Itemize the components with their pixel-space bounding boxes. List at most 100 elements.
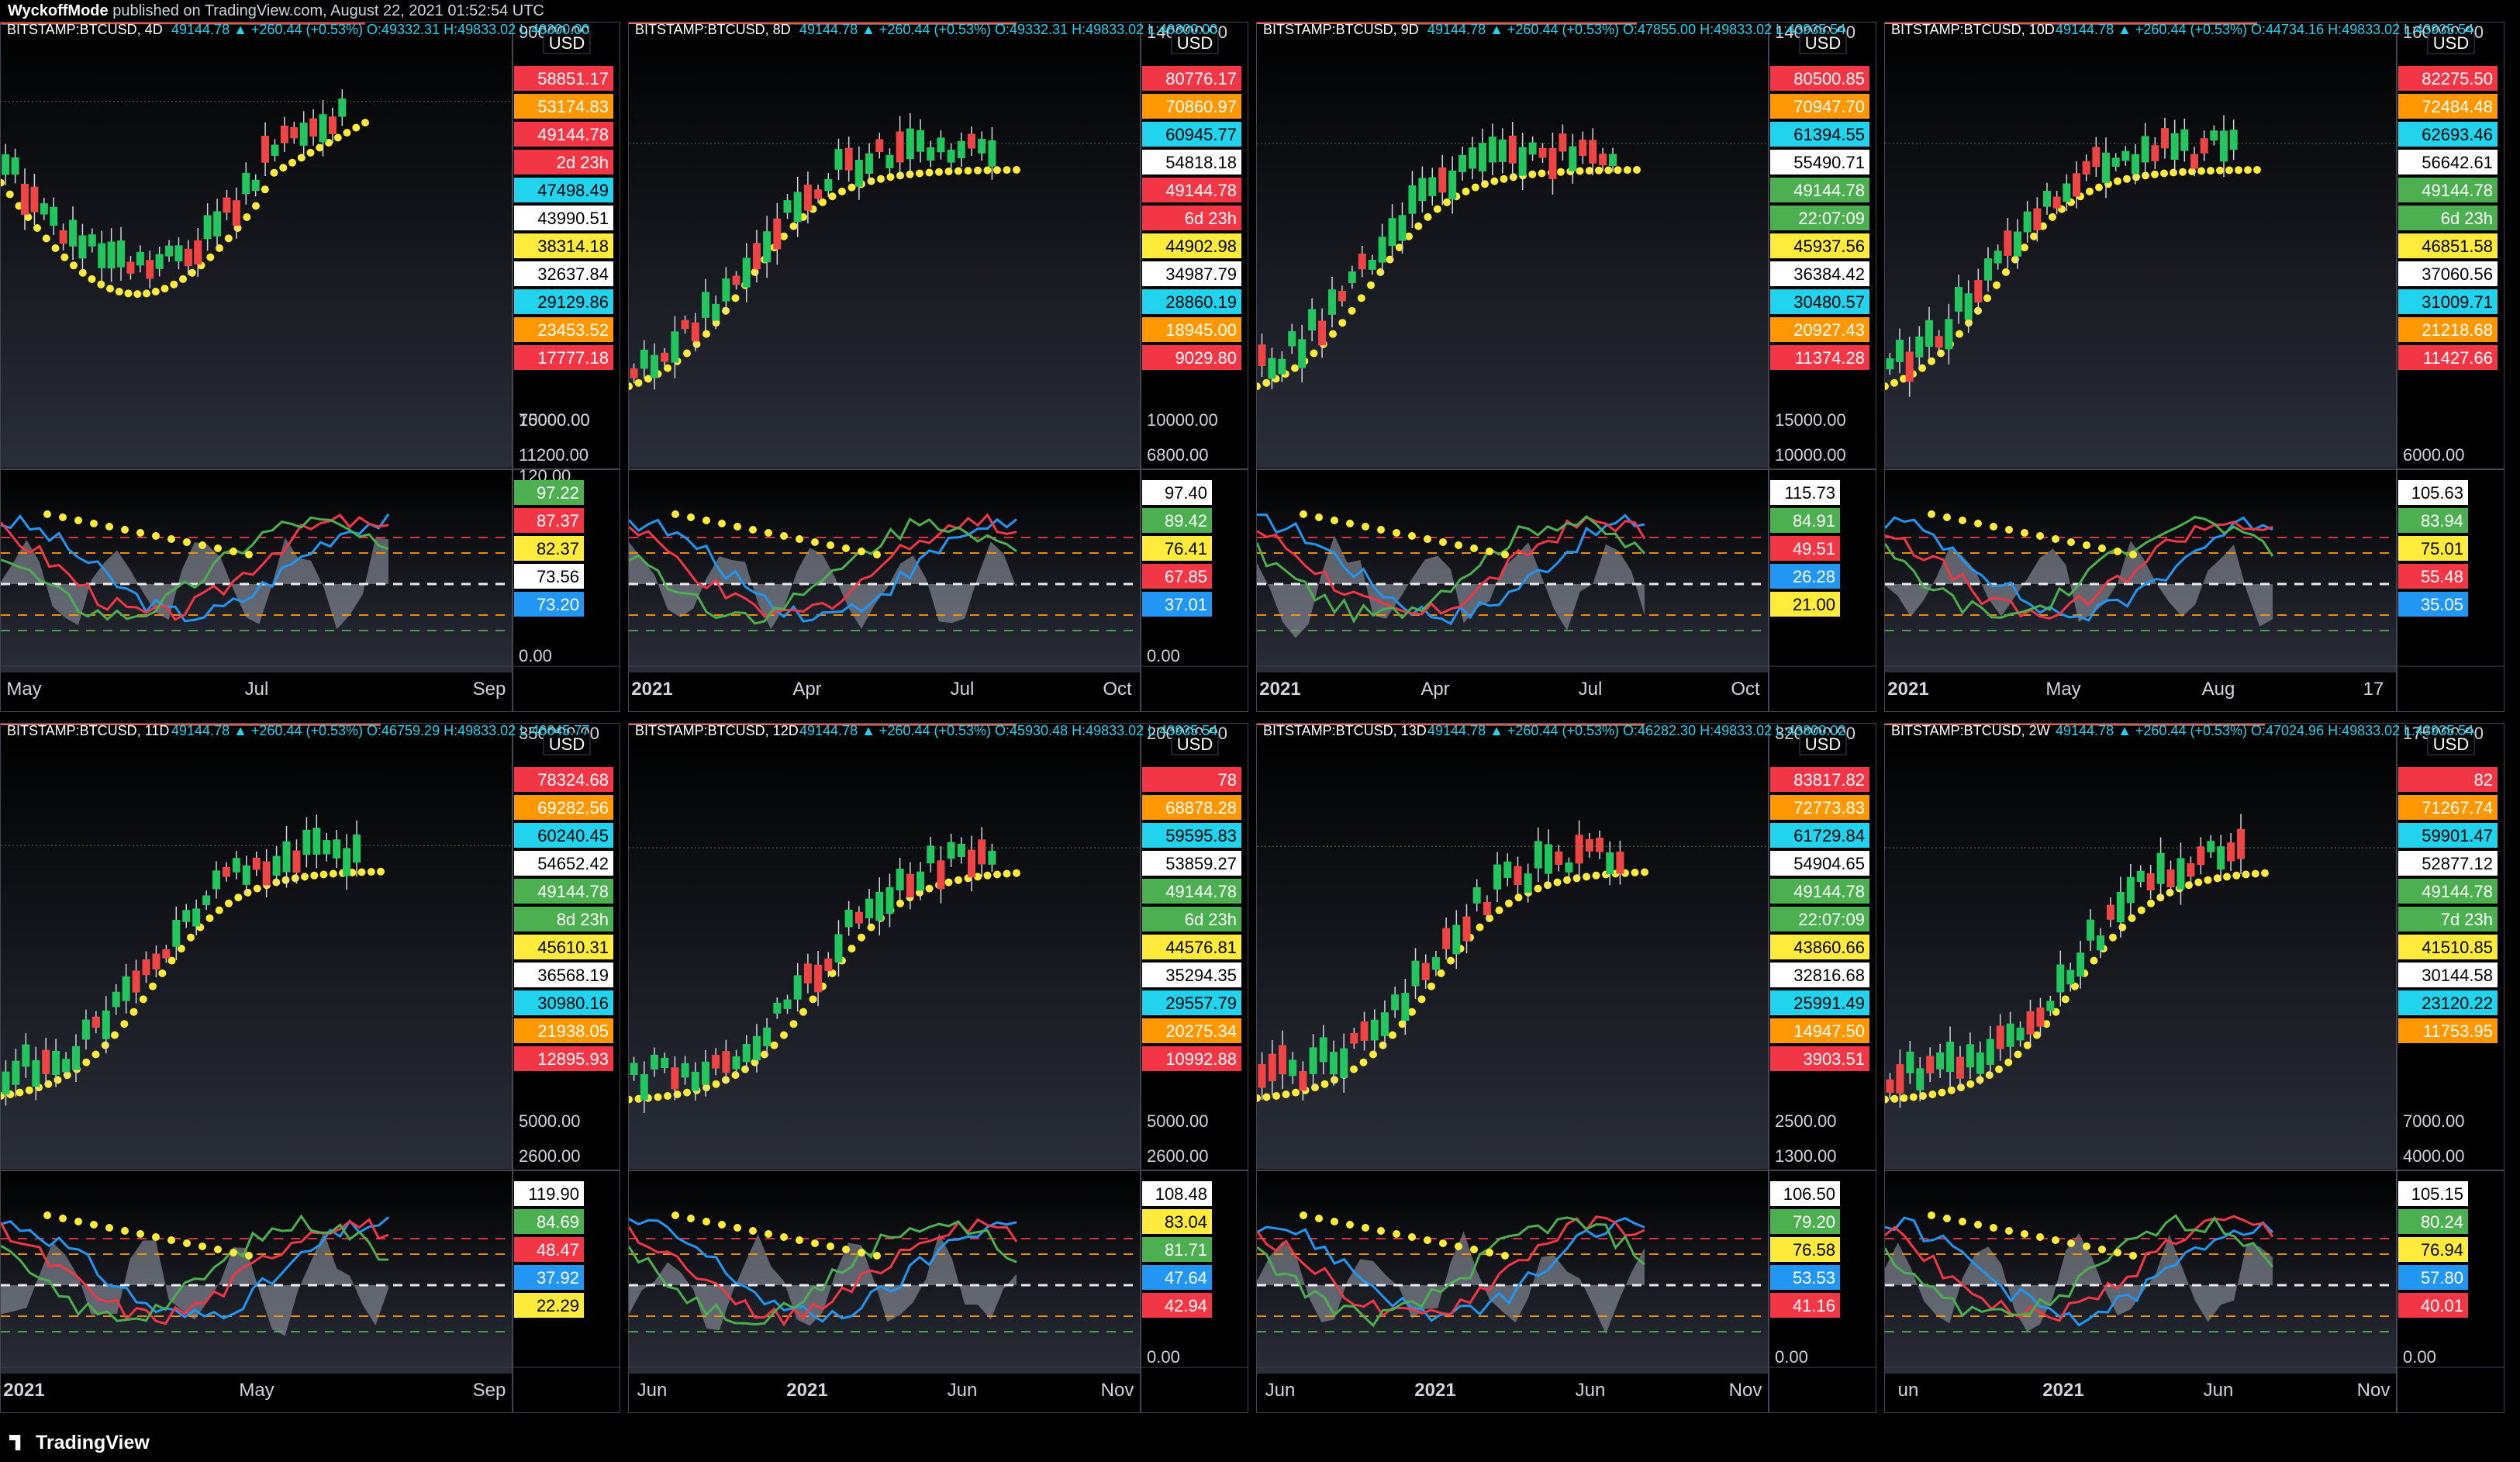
candle-body xyxy=(222,866,230,877)
candle-body xyxy=(1915,336,1924,358)
candle-body xyxy=(1534,841,1542,869)
candle-body xyxy=(107,241,116,269)
osc-pane-bg xyxy=(1885,1172,2397,1374)
price-axis-tick: 10000.00 xyxy=(1775,445,1846,465)
basis-dot xyxy=(1395,244,1403,252)
candle-body xyxy=(292,850,301,873)
price-label: 7d 23h xyxy=(2441,910,2493,929)
chart-panel[interactable]: 350000.005000.002600.00USD78324.6869282.… xyxy=(0,723,620,1413)
candle-body xyxy=(2066,969,2075,985)
candle-body xyxy=(146,260,154,279)
osc-line xyxy=(1257,513,1645,626)
basis-dot xyxy=(82,1058,91,1066)
basis-dot xyxy=(664,1092,671,1100)
basis-dot xyxy=(654,1093,662,1101)
basis-dot xyxy=(1476,923,1484,931)
basis-dot xyxy=(2251,869,2259,878)
osc-dot xyxy=(2052,1236,2059,1244)
price-label-bg xyxy=(1142,907,1241,931)
basis-dot xyxy=(1471,183,1479,192)
price-label-bg xyxy=(1142,66,1241,91)
chart-panel[interactable]: 90000.0070000.0015000.0011200.00120.000.… xyxy=(0,22,620,712)
chart-panel[interactable]: 320000.002500.001300.000.00USD83817.8272… xyxy=(1256,723,1876,1413)
chart-svg: 175000.007000.004000.000.00USD8271267.74… xyxy=(1885,724,2504,1412)
candle-body xyxy=(968,133,976,149)
basis-dot xyxy=(1557,168,1565,176)
candle-body xyxy=(1935,336,1943,348)
candle-body xyxy=(323,840,331,855)
basis-dot xyxy=(33,224,41,232)
basis-dot xyxy=(2204,876,2212,884)
tradingview-logo[interactable]: TradingView xyxy=(9,1432,150,1454)
candle-body xyxy=(174,245,183,261)
price-label-bg xyxy=(1770,907,1869,931)
chart-title: BITSTAMP:BTCUSD, 13D xyxy=(1263,724,1427,738)
candle-body xyxy=(844,909,853,928)
candle-body xyxy=(1916,1068,1925,1090)
price-axis-tick: 5000.00 xyxy=(519,1111,581,1131)
price-label: 56642.61 xyxy=(2422,153,2493,172)
price-label-bg xyxy=(514,935,613,959)
basis-dot xyxy=(1641,868,1648,876)
candle-body xyxy=(1503,861,1512,878)
basis-dot xyxy=(925,884,934,893)
basis-dot xyxy=(2166,888,2174,897)
candle-body xyxy=(333,839,341,859)
chart-panel[interactable]: 175000.007000.004000.000.00USD8271267.74… xyxy=(1884,723,2504,1413)
chart-panel[interactable]: 140000.0010000.006800.000.00USD80776.177… xyxy=(628,22,1248,712)
candle-body xyxy=(947,150,955,163)
time-axis-label: 2021 xyxy=(2042,1380,2083,1401)
candle-body xyxy=(2197,846,2205,866)
price-label-bg xyxy=(1142,1046,1241,1071)
osc-dot xyxy=(1943,513,1951,521)
candle-body xyxy=(712,1055,720,1069)
osc-label: 48.47 xyxy=(537,1240,579,1260)
chart-panel[interactable]: 140000.0015000.0010000.00USD80500.857094… xyxy=(1256,22,1876,712)
candle-body xyxy=(2087,919,2095,941)
chart-panel[interactable]: 160000.006000.00USD82275.5072484.4862693… xyxy=(1884,22,2504,712)
candle-body xyxy=(353,834,361,863)
candle-body xyxy=(691,1071,699,1091)
osc-dot xyxy=(749,526,757,534)
candle-body xyxy=(1340,1048,1348,1078)
main-pane-bg xyxy=(629,724,1141,1169)
basis-dot xyxy=(2185,881,2193,890)
osc-dot xyxy=(827,541,834,549)
candle-body xyxy=(814,189,823,199)
time-axis-label: May xyxy=(2045,679,2080,700)
candle-body xyxy=(152,953,161,969)
price-label: 21938.05 xyxy=(537,1021,609,1041)
basis-dot xyxy=(288,158,296,167)
basis-dot xyxy=(2179,168,2187,176)
candle-body xyxy=(1548,147,1557,179)
price-label: 53859.27 xyxy=(1165,854,1237,873)
candle-body xyxy=(223,197,231,213)
candle-body xyxy=(2136,870,2145,883)
osc-dot xyxy=(702,1218,710,1225)
osc-label: 108.48 xyxy=(1155,1184,1207,1204)
chart-panel[interactable]: 200000.005000.002600.000.00USD7868878.28… xyxy=(628,723,1248,1413)
price-label: 44576.81 xyxy=(1165,938,1237,957)
candle-body xyxy=(1388,218,1396,247)
price-label-bg xyxy=(1142,935,1241,959)
currency-label: USD xyxy=(2433,33,2469,53)
price-label: 46851.58 xyxy=(2422,237,2493,256)
basis-dot xyxy=(2170,168,2177,177)
candle-body xyxy=(12,1060,20,1085)
osc-dot xyxy=(858,1249,865,1256)
candle-body xyxy=(1585,838,1593,852)
osc-label: 106.50 xyxy=(1783,1184,1835,1204)
currency-label: USD xyxy=(1177,734,1213,754)
osc-label-bg xyxy=(1770,1209,1840,1234)
main-pane-bg xyxy=(1257,22,1769,468)
price-label: 22:07:09 xyxy=(1798,209,1865,228)
candle-body xyxy=(182,910,191,922)
candle-body xyxy=(2132,154,2139,175)
author-name[interactable]: WyckoffMode xyxy=(8,2,109,19)
price-label: 23120.22 xyxy=(2422,994,2493,1013)
osc-dot xyxy=(2036,1233,2044,1241)
price-label: 82275.50 xyxy=(2422,69,2493,88)
price-axis-tick: 6800.00 xyxy=(1147,445,1209,465)
chart-ohlc: 49144.78 ▲ +260.44 (+0.53%) O:49332.31 H… xyxy=(171,22,589,37)
candle-body xyxy=(2237,828,2246,859)
